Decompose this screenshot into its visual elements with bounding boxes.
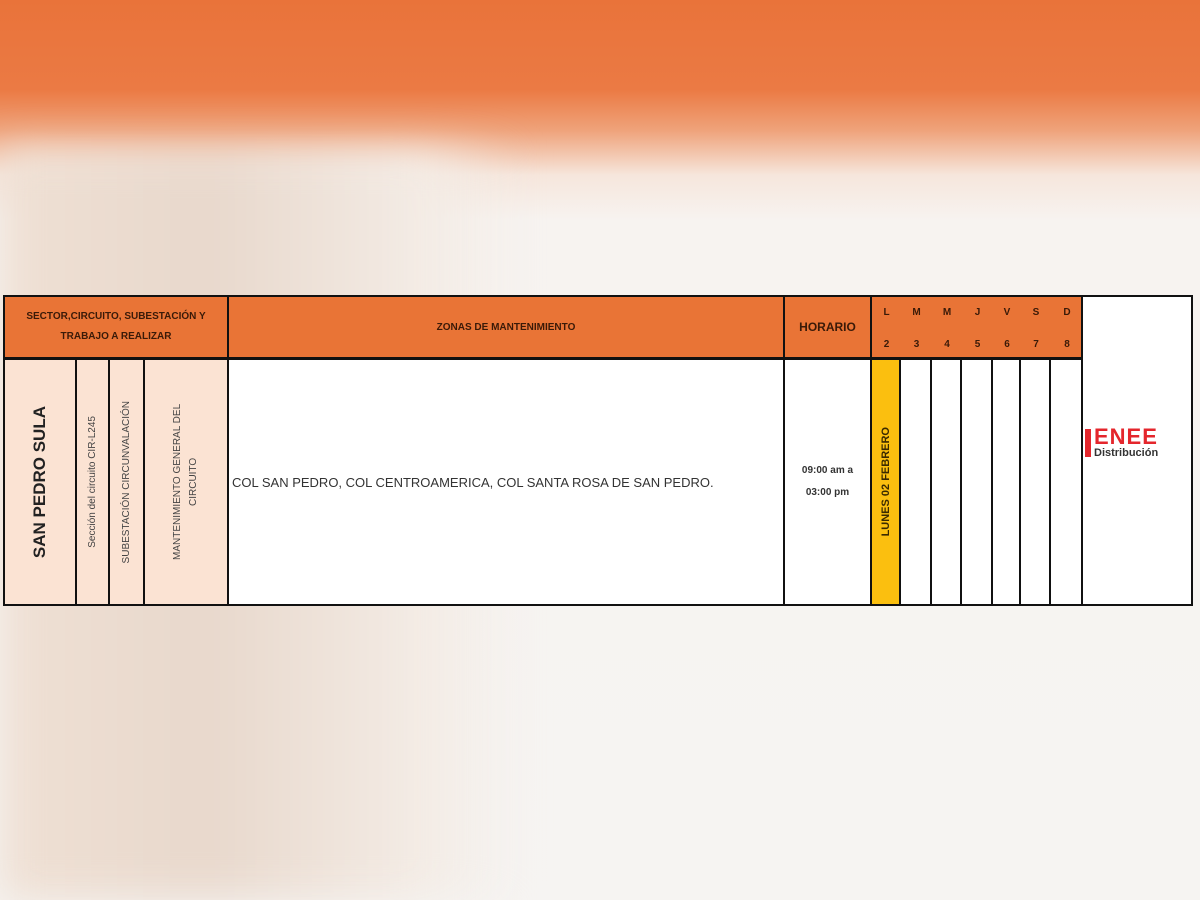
day-cell <box>932 360 962 604</box>
header-sector-group: SECTOR,CIRCUITO, SUBESTACIÓN Y TRABAJO A… <box>5 297 229 360</box>
day-cell <box>962 360 993 604</box>
day-cell <box>993 360 1021 604</box>
enee-logo: ENEE Distribución <box>1085 426 1195 459</box>
header-days <box>872 297 1083 360</box>
day-cell <box>1051 360 1083 604</box>
header-horario: HORARIO <box>785 297 872 360</box>
maintenance-schedule-table: SECTOR,CIRCUITO, SUBESTACIÓN Y TRABAJO A… <box>3 295 1193 606</box>
sector-cell: SAN PEDRO SULA <box>5 360 77 604</box>
horario-cell: 09:00 am a 03:00 pm <box>785 360 872 604</box>
day-cell-highlighted: LUNES 02 FEBRERO <box>872 360 901 604</box>
zonas-cell: COL SAN PEDRO, COL CENTROAMERICA, COL SA… <box>229 360 785 604</box>
trabajo-cell: MANTENIMIENTO GENERAL DEL CIRCUITO <box>145 360 229 604</box>
subestacion-cell: SUBESTACIÓN CIRCUNVALACIÓN <box>110 360 145 604</box>
day-cell <box>901 360 932 604</box>
day-cell <box>1021 360 1051 604</box>
circuito-cell: Sección del circuito CIR-L245 <box>77 360 110 604</box>
header-zonas: ZONAS DE MANTENIMIENTO <box>229 297 785 360</box>
logo-mark-icon <box>1085 429 1091 457</box>
